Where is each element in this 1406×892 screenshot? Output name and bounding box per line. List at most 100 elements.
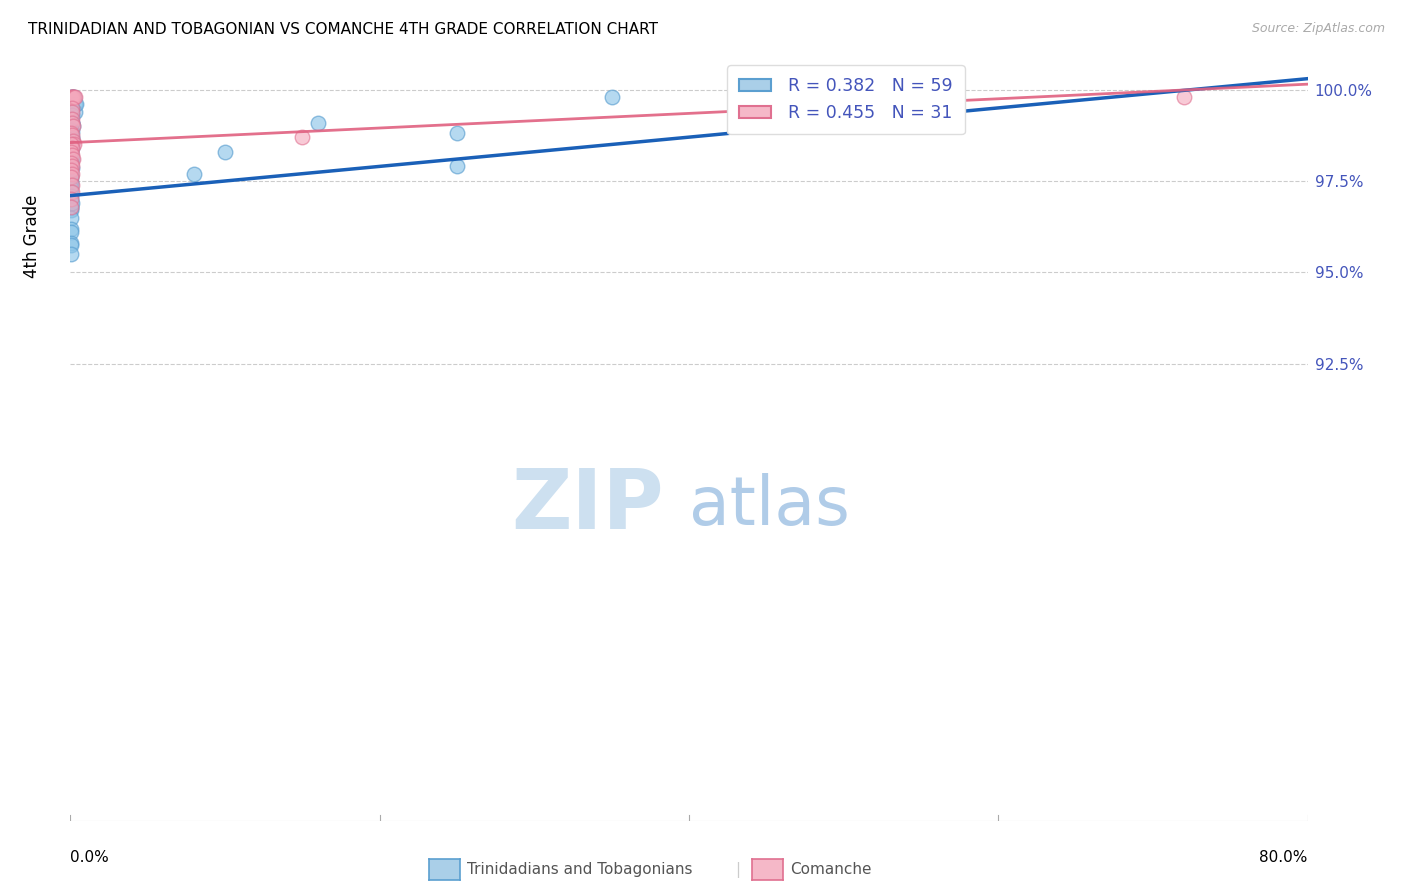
Point bbox=[59, 202, 82, 216]
Point bbox=[60, 200, 83, 214]
Point bbox=[59, 176, 82, 190]
Point bbox=[59, 155, 82, 169]
Point bbox=[60, 148, 83, 162]
Point bbox=[59, 192, 82, 206]
Point bbox=[60, 161, 83, 176]
Text: Trinidadians and Tobagonians: Trinidadians and Tobagonians bbox=[467, 863, 692, 877]
Point bbox=[60, 115, 83, 129]
Point bbox=[59, 167, 82, 181]
Point bbox=[60, 115, 83, 129]
Point bbox=[60, 112, 83, 126]
Point bbox=[446, 127, 468, 141]
Point bbox=[60, 90, 83, 104]
Point bbox=[59, 181, 82, 195]
Point bbox=[60, 128, 83, 143]
Point bbox=[1173, 90, 1195, 104]
Point bbox=[60, 90, 83, 104]
Point bbox=[62, 152, 84, 166]
Point bbox=[60, 137, 83, 152]
Point bbox=[60, 152, 83, 166]
Point bbox=[60, 167, 83, 181]
Point bbox=[63, 97, 86, 112]
Point bbox=[60, 155, 83, 169]
Point bbox=[60, 90, 83, 104]
Point bbox=[59, 236, 82, 251]
Point bbox=[60, 178, 83, 192]
Point bbox=[60, 163, 83, 178]
Point bbox=[62, 119, 84, 133]
Text: Source: ZipAtlas.com: Source: ZipAtlas.com bbox=[1251, 22, 1385, 36]
Text: |: | bbox=[735, 862, 741, 878]
Point bbox=[600, 90, 623, 104]
Point bbox=[65, 90, 87, 104]
Text: ZIP: ZIP bbox=[512, 466, 664, 547]
Point bbox=[59, 247, 82, 261]
Point bbox=[60, 127, 83, 141]
Point bbox=[60, 125, 83, 139]
Point bbox=[60, 101, 83, 115]
Point bbox=[62, 134, 84, 148]
Point bbox=[59, 221, 82, 235]
Point bbox=[59, 174, 82, 188]
Point bbox=[60, 101, 83, 115]
Point bbox=[60, 170, 83, 185]
Point bbox=[59, 185, 82, 199]
Point bbox=[60, 192, 83, 206]
Point bbox=[60, 148, 83, 162]
Point bbox=[60, 90, 83, 104]
Point bbox=[65, 97, 87, 112]
Point bbox=[62, 90, 84, 104]
Point bbox=[62, 90, 84, 104]
Point bbox=[59, 169, 82, 183]
Point bbox=[60, 170, 83, 185]
Point bbox=[59, 153, 82, 168]
Point bbox=[59, 211, 82, 225]
Point bbox=[60, 141, 83, 155]
Point bbox=[60, 104, 83, 119]
Point bbox=[183, 167, 205, 181]
Point bbox=[60, 160, 83, 174]
Point bbox=[62, 90, 84, 104]
Text: atlas: atlas bbox=[689, 473, 849, 539]
Legend: R = 0.382   N = 59, R = 0.455   N = 31: R = 0.382 N = 59, R = 0.455 N = 31 bbox=[727, 65, 965, 134]
Point bbox=[60, 160, 83, 174]
Point bbox=[60, 203, 83, 218]
Point bbox=[60, 90, 83, 104]
Point bbox=[59, 188, 82, 202]
Point bbox=[60, 145, 83, 159]
Point bbox=[62, 137, 84, 152]
Point bbox=[60, 137, 83, 152]
Text: TRINIDADIAN AND TOBAGONIAN VS COMANCHE 4TH GRADE CORRELATION CHART: TRINIDADIAN AND TOBAGONIAN VS COMANCHE 4… bbox=[28, 22, 658, 37]
Point bbox=[60, 123, 83, 137]
Point bbox=[60, 196, 83, 211]
Point bbox=[60, 132, 83, 146]
Point bbox=[60, 130, 83, 145]
Text: Comanche: Comanche bbox=[790, 863, 872, 877]
Text: 4th Grade: 4th Grade bbox=[22, 194, 41, 277]
Point bbox=[59, 146, 82, 161]
Text: 80.0%: 80.0% bbox=[1260, 850, 1308, 865]
Point bbox=[65, 104, 87, 119]
Point bbox=[291, 130, 314, 145]
Point bbox=[214, 145, 236, 159]
Point bbox=[60, 101, 83, 115]
Point bbox=[62, 90, 84, 104]
Point bbox=[60, 108, 83, 122]
Point bbox=[60, 141, 83, 155]
Point bbox=[63, 90, 86, 104]
Point bbox=[59, 238, 82, 252]
Point bbox=[59, 225, 82, 239]
Point bbox=[59, 200, 82, 214]
Point bbox=[60, 185, 83, 199]
Point bbox=[62, 119, 84, 133]
Point bbox=[60, 134, 83, 148]
Point bbox=[59, 145, 82, 159]
Point bbox=[307, 115, 329, 129]
Point bbox=[446, 160, 468, 174]
Text: 0.0%: 0.0% bbox=[70, 850, 110, 865]
Point bbox=[60, 137, 83, 152]
Point bbox=[60, 178, 83, 192]
Point bbox=[60, 112, 83, 126]
Point bbox=[60, 130, 83, 145]
Point bbox=[60, 139, 83, 153]
